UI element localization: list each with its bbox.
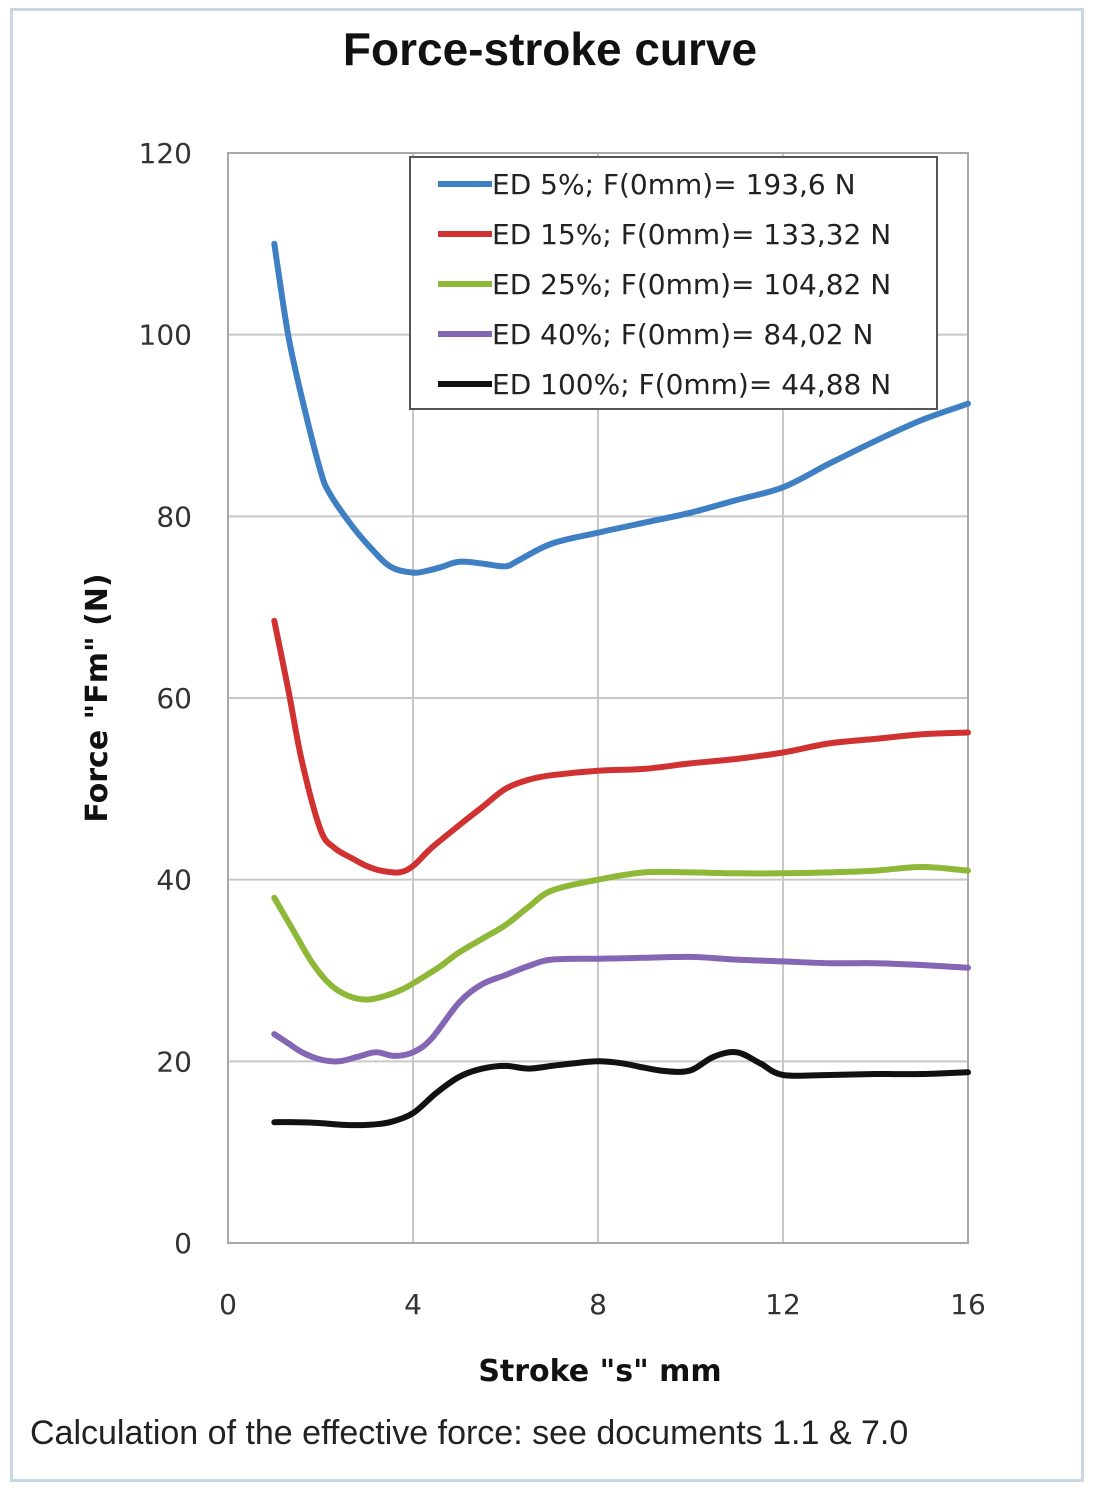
x-tick-label: 12: [765, 1288, 801, 1321]
series-line-4: [271, 953, 971, 1065]
legend-label-1: ED 5%; F(0mm)= 193,6 N: [492, 168, 856, 201]
legend-label-4: ED 40%; F(0mm)= 84,02 N: [492, 318, 873, 351]
y-tick-label: 80: [156, 500, 192, 533]
y-axis-label: Force "Fm" (N): [80, 573, 115, 822]
x-tick-label: 4: [404, 1288, 422, 1321]
y-tick-label: 120: [139, 137, 192, 170]
series-line-1: [271, 240, 971, 576]
x-tick-label: 16: [950, 1288, 986, 1321]
plot-border: [227, 152, 969, 1244]
y-tick-label: 100: [139, 319, 192, 352]
y-tick-label: 20: [156, 1045, 192, 1078]
y-tick-label: 0: [174, 1227, 192, 1260]
y-tick-label: 60: [156, 682, 192, 715]
series-line-5: [271, 1049, 971, 1129]
x-axis-label: Stroke "s" mm: [478, 1354, 721, 1389]
legend-box: [409, 156, 938, 410]
legend-label-2: ED 15%; F(0mm)= 133,32 N: [492, 218, 891, 251]
series-line-3: [271, 864, 971, 1003]
x-tick-label: 8: [589, 1288, 607, 1321]
footnote: Calculation of the effective force: see …: [30, 1414, 909, 1452]
legend-label-3: ED 25%; F(0mm)= 104,82 N: [492, 268, 891, 301]
chart-title: Force-stroke curve: [342, 23, 758, 75]
x-tick-label: 0: [219, 1288, 237, 1321]
series-line-2: [271, 617, 971, 876]
legend-label-5: ED 100%; F(0mm)= 44,88 N: [492, 368, 891, 401]
y-tick-label: 40: [156, 864, 192, 897]
